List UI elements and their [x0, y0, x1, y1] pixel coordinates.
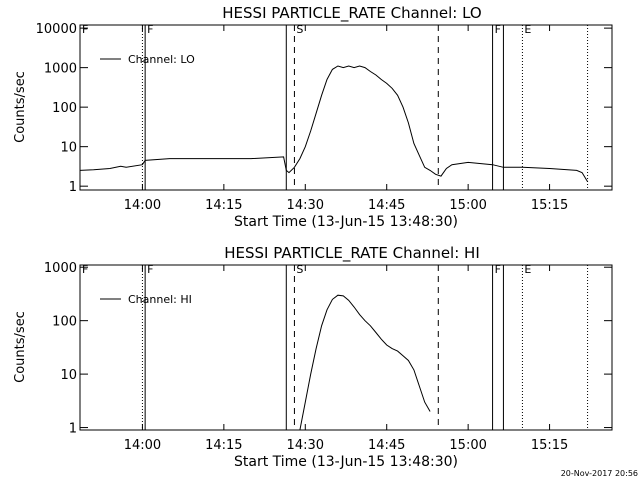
x-tick-label-lo-4: 15:00 — [449, 198, 486, 213]
marker-label-hi-8: E — [524, 263, 531, 276]
y-tick-label-lo-2: 100 — [52, 101, 77, 116]
series-line-hi-0 — [299, 294, 431, 431]
marker-label-hi-0: F — [82, 263, 88, 276]
x-axis-ticks-lo: 14:00 14:15 14:30 14:45 15:00 15:15 — [124, 25, 568, 213]
y-axis-ticks-hi: 1 10 100 1000 — [44, 261, 612, 437]
y-tick-label-hi-0: 1 — [69, 422, 77, 437]
chart-title-hi: HESSI PARTICLE_RATE Channel: HI — [224, 244, 480, 263]
x-tick-label-hi-2: 14:30 — [287, 438, 324, 453]
legend-lo: Channel: LO — [100, 53, 195, 66]
x-axis-label-hi: Start Time (13-Jun-15 13:48:30) — [234, 454, 458, 470]
y-tick-label-hi-2: 100 — [52, 315, 77, 330]
plot-frame-lo — [79, 24, 613, 191]
plot-frame-hi — [79, 264, 613, 431]
x-tick-label-hi-3: 14:45 — [368, 438, 405, 453]
panel-lo: HESSI PARTICLE_RATE Channel: LO F F S F E 14… — [13, 4, 613, 230]
y-axis-label-hi: Counts/sec — [13, 311, 28, 383]
y-tick-label-hi-1: 10 — [60, 368, 77, 383]
legend-hi: Channel: HI — [100, 293, 192, 306]
legend-label-hi: Channel: HI — [128, 293, 192, 306]
x-tick-label-lo-1: 14:15 — [205, 198, 242, 213]
marker-label-hi-6: F — [495, 263, 501, 276]
chart-title-lo: HESSI PARTICLE_RATE Channel: LO — [222, 4, 481, 23]
y-tick-label-lo-3: 1000 — [44, 62, 77, 77]
x-tick-label-hi-4: 15:00 — [449, 438, 486, 453]
timestamp-footer: 20-Nov-2017 20:56 — [560, 469, 638, 478]
panel-hi: HESSI PARTICLE_RATE Channel: HI F F S F E 14… — [13, 244, 613, 470]
marker-label-lo-0: F — [82, 23, 88, 36]
x-tick-label-lo-5: 15:15 — [531, 198, 568, 213]
series-line-lo-0 — [79, 65, 589, 182]
x-axis-label-lo: Start Time (13-Jun-15 13:48:30) — [234, 214, 458, 230]
marker-label-hi-2: F — [147, 263, 153, 276]
marker-label-lo-4: S — [296, 23, 303, 36]
x-tick-label-lo-2: 14:30 — [287, 198, 324, 213]
series-lo — [79, 65, 589, 182]
y-tick-label-lo-4: 10000 — [36, 22, 77, 37]
y-axis-ticks-lo: 1 10 100 1000 10000 — [36, 22, 612, 195]
y-axis-label-lo: Counts/sec — [13, 71, 28, 143]
y-tick-label-lo-0: 1 — [69, 180, 77, 195]
marker-label-lo-8: E — [524, 23, 531, 36]
y-tick-label-hi-3: 1000 — [44, 261, 77, 276]
x-tick-label-lo-0: 14:00 — [124, 198, 161, 213]
x-tick-label-lo-3: 14:45 — [368, 198, 405, 213]
x-tick-label-hi-5: 15:15 — [531, 438, 568, 453]
x-tick-label-hi-0: 14:00 — [124, 438, 161, 453]
x-tick-label-hi-1: 14:15 — [205, 438, 242, 453]
marker-label-lo-2: F — [147, 23, 153, 36]
series-hi — [299, 294, 431, 431]
y-tick-label-lo-1: 10 — [60, 141, 77, 156]
marker-label-hi-4: S — [296, 263, 303, 276]
marker-label-lo-6: F — [495, 23, 501, 36]
x-axis-ticks-hi: 14:00 14:15 14:30 14:45 15:00 15:15 — [124, 265, 568, 453]
legend-label-lo: Channel: LO — [128, 53, 195, 66]
